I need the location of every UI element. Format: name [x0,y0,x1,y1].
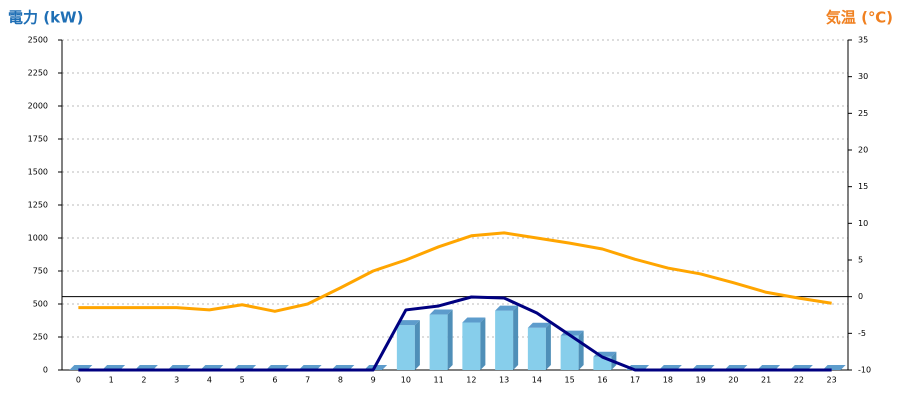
y2-tick-label: 20 [858,146,868,155]
y-tick-label: 2500 [28,36,48,45]
x-tick-label: 2 [141,376,146,385]
y-axis-title: 電力 (kW) [8,9,83,27]
bar-top [396,320,420,326]
y-tick-label: 750 [33,267,48,276]
y-tick-label: 1250 [28,201,48,210]
y2-tick-label: -10 [858,366,871,375]
x-tick-label: 4 [207,376,212,385]
y-tick-label: 0 [43,366,48,375]
x-tick-label: 1 [109,376,114,385]
x-tick-label: 12 [466,376,476,385]
y-tick-label: 1750 [28,135,48,144]
y2-tick-label: 0 [858,292,863,301]
x-tick-label: 7 [305,376,310,385]
bar [495,310,514,370]
x-tick-label: 18 [663,376,673,385]
bar [560,335,579,370]
x-tick-label: 14 [532,376,542,385]
x-tick-label: 19 [696,376,706,385]
y2-tick-label: 30 [858,72,868,81]
bar-side [513,305,519,370]
x-tick-label: 22 [794,376,804,385]
bar-side [414,320,420,370]
x-tick-label: 3 [174,376,179,385]
bar-top [462,317,486,323]
y-tick-label: 1500 [28,168,48,177]
y2-axis-title: 気温 (℃) [826,9,893,27]
x-tick-label: 23 [827,376,837,385]
y-tick-label: 500 [33,300,48,309]
bar-side [545,322,551,370]
y2-tick-label: 15 [858,182,868,191]
bar [429,314,448,370]
x-tick-label: 20 [728,376,738,385]
bar [396,325,415,370]
x-tick-label: 9 [371,376,376,385]
bar-top [495,305,519,311]
line [78,295,832,372]
x-tick-label: 8 [338,376,343,385]
y-tick-label: 250 [33,333,48,342]
bar-top [527,322,551,328]
bar [527,327,546,370]
x-tick-label: 5 [240,376,245,385]
bar-side [480,317,486,370]
x-tick-label: 13 [499,376,509,385]
bar-top [429,309,453,315]
y-tick-label: 2000 [28,102,48,111]
x-tick-label: 0 [76,376,81,385]
y2-tick-label: 35 [858,36,868,45]
x-tick-label: 6 [272,376,277,385]
y2-tick-label: 10 [858,219,868,228]
bar-side [578,330,584,370]
x-tick-label: 10 [401,376,411,385]
bar [462,322,481,370]
x-tick-label: 17 [630,376,640,385]
bar-side [447,309,453,370]
x-tick-label: 15 [565,376,575,385]
y2-tick-label: 25 [858,109,868,118]
x-tick-label: 11 [434,376,444,385]
y2-tick-label: -5 [858,329,866,338]
line [78,231,832,313]
y-tick-label: 1000 [28,234,48,243]
x-tick-label: 21 [761,376,771,385]
y2-tick-label: 5 [858,256,863,265]
x-tick-label: 16 [597,376,607,385]
y-tick-label: 2250 [28,69,48,78]
